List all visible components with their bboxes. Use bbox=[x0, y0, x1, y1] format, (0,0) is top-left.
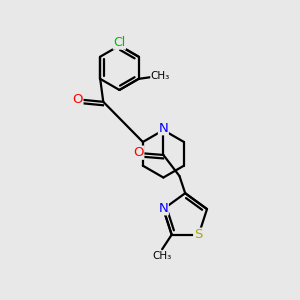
Text: Cl: Cl bbox=[113, 36, 125, 49]
Text: S: S bbox=[194, 228, 202, 241]
Text: CH₃: CH₃ bbox=[152, 251, 172, 261]
Text: O: O bbox=[72, 93, 83, 106]
Text: CH₃: CH₃ bbox=[151, 71, 170, 81]
Text: N: N bbox=[158, 122, 168, 135]
Text: O: O bbox=[133, 146, 144, 159]
Text: N: N bbox=[158, 202, 168, 215]
